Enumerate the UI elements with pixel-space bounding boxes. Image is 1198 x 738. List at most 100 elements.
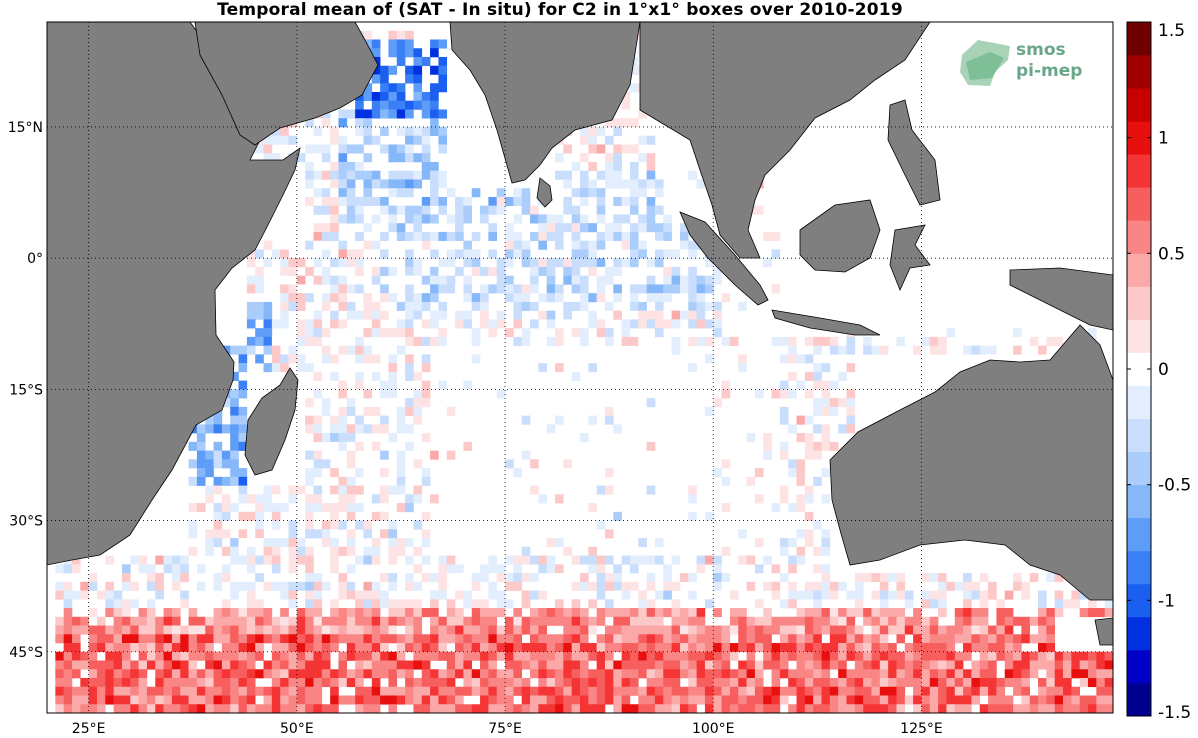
heatmap-cell: [929, 336, 939, 346]
heatmap-cell: [221, 616, 231, 626]
heatmap-cell: [788, 704, 797, 713]
heatmap-cell: [421, 389, 431, 399]
heatmap-cell: [305, 564, 314, 574]
heatmap-cell: [321, 643, 331, 653]
heatmap-cell: [438, 135, 448, 145]
heatmap-cell: [330, 161, 339, 171]
heatmap-cell: [213, 520, 223, 530]
heatmap-cell: [113, 651, 123, 661]
heatmap-cell: [663, 608, 672, 618]
heatmap-cell: [1096, 686, 1105, 696]
heatmap-cell: [546, 223, 556, 233]
heatmap-cell: [696, 625, 706, 635]
heatmap-cell: [1021, 651, 1031, 661]
heatmap-cell: [1054, 590, 1064, 600]
heatmap-cell: [505, 231, 514, 241]
heatmap-cell: [138, 686, 148, 696]
heatmap-cell: [1071, 669, 1080, 679]
heatmap-cell: [971, 634, 981, 644]
heatmap-cell: [130, 713, 139, 722]
heatmap-cell: [821, 441, 831, 451]
heatmap-cell: [372, 713, 381, 722]
heatmap-cell: [163, 608, 173, 618]
heatmap-cell: [530, 616, 539, 626]
heatmap-cell: [280, 660, 289, 670]
heatmap-cell: [646, 214, 656, 224]
heatmap-cell: [371, 599, 381, 609]
heatmap-cell: [1054, 678, 1064, 688]
heatmap-cell: [80, 625, 89, 635]
heatmap-cell: [363, 83, 373, 93]
heatmap-cell: [313, 371, 323, 381]
heatmap-cell: [122, 713, 131, 722]
heatmap-cell: [146, 704, 156, 713]
heatmap-cell: [538, 695, 547, 705]
heatmap-cell: [421, 109, 431, 119]
heatmap-cell: [654, 634, 664, 644]
heatmap-cell: [1096, 713, 1105, 722]
heatmap-cell: [405, 100, 414, 110]
heatmap-cell: [363, 179, 373, 189]
heatmap-cell: [1013, 634, 1022, 644]
heatmap-cell: [788, 669, 797, 679]
heatmap-cell: [1088, 678, 1097, 688]
heatmap-cell: [430, 109, 439, 119]
colorbar-label: 0: [1158, 360, 1169, 380]
heatmap-cell: [380, 249, 389, 259]
heatmap-cell: [688, 590, 697, 600]
heatmap-cell: [396, 153, 406, 163]
heatmap-cell: [555, 660, 564, 670]
heatmap-cell: [555, 686, 564, 696]
heatmap-cell: [346, 538, 356, 548]
heatmap-cell: [446, 695, 456, 705]
heatmap-cell: [188, 441, 198, 451]
heatmap-cell: [396, 686, 406, 696]
heatmap-cell: [538, 651, 547, 661]
heatmap-cell: [363, 406, 373, 416]
heatmap-cell: [371, 678, 381, 688]
heatmap-cell: [388, 520, 398, 530]
heatmap-cell: [996, 616, 1006, 626]
heatmap-cell: [804, 686, 814, 696]
heatmap-cell: [838, 345, 847, 355]
heatmap-cell: [430, 275, 439, 285]
heatmap-cell: [580, 214, 589, 224]
y-tick-label: 45°S: [9, 645, 43, 661]
heatmap-cell: [471, 354, 481, 364]
heatmap-cell: [396, 126, 406, 137]
heatmap-cell: [854, 625, 864, 635]
heatmap-cell: [771, 651, 781, 661]
heatmap-cell: [313, 328, 323, 338]
heatmap-cell: [996, 695, 1006, 705]
heatmap-cell: [613, 293, 622, 303]
heatmap-cell: [555, 415, 564, 425]
heatmap-cell: [871, 643, 881, 653]
heatmap-cell: [163, 669, 173, 679]
heatmap-cell: [530, 695, 539, 705]
heatmap-cell: [405, 363, 414, 373]
heatmap-cell: [488, 669, 498, 679]
heatmap-cell: [629, 625, 639, 635]
heatmap-cell: [788, 389, 797, 399]
heatmap-cell: [455, 695, 464, 705]
heatmap-cell: [821, 573, 831, 583]
heatmap-cell: [263, 660, 273, 670]
heatmap-cell: [388, 153, 398, 163]
heatmap-cell: [463, 310, 473, 320]
heatmap-cell: [1038, 608, 1047, 618]
heatmap-cell: [796, 503, 806, 513]
heatmap-cell: [646, 258, 656, 268]
heatmap-cell: [988, 625, 997, 635]
heatmap-cell: [346, 205, 356, 215]
heatmap-cell: [371, 581, 381, 591]
heatmap-cell: [355, 249, 364, 259]
heatmap-cell: [438, 310, 448, 320]
heatmap-cell: [696, 643, 706, 653]
heatmap-cell: [580, 170, 589, 180]
heatmap-cell: [238, 651, 248, 661]
heatmap-cell: [313, 275, 323, 285]
heatmap-cell: [238, 415, 248, 425]
heatmap-cell: [929, 643, 939, 653]
x-tick-label: 100°E: [692, 721, 735, 737]
heatmap-cell: [380, 109, 389, 119]
